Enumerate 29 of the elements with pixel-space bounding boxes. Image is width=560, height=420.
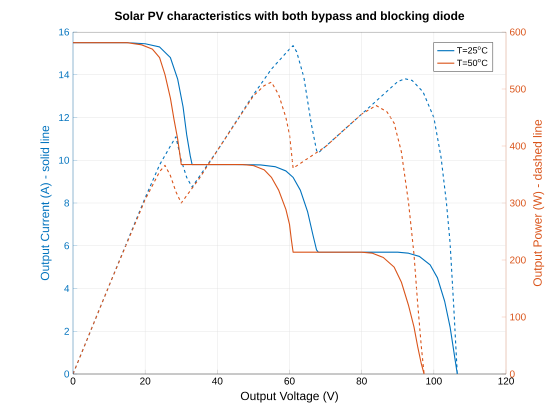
x-tick-label: 0 <box>70 378 76 385</box>
y-tick-label: 12 <box>59 114 69 121</box>
x-axis-title: Output Voltage (V) <box>240 391 338 403</box>
x-tick-label: 60 <box>284 378 295 385</box>
y-tick-label: 2 <box>64 328 69 335</box>
x-tick-label: 20 <box>140 378 150 385</box>
y-tick-label: 4 <box>64 285 70 292</box>
y2-axis-title: Output Power (W) - dashed line <box>532 120 544 286</box>
x-tick-label: 80 <box>356 378 367 385</box>
x-tick-label: 120 <box>498 378 514 385</box>
y2-tick-label: 400 <box>510 142 526 150</box>
legend-label: T=25$^{o}$C <box>457 46 488 54</box>
y2-tick-label: 100 <box>510 313 526 321</box>
x-tick-label: 100 <box>426 378 442 385</box>
y-tick-label: 6 <box>64 242 70 250</box>
y-tick-label: 10 <box>59 156 70 164</box>
y-tick-label: 14 <box>59 71 70 78</box>
y-tick-label: 0 <box>64 370 70 378</box>
legend-label: T=50$^{o}$C <box>457 58 488 66</box>
y-axis-title: Output Current (A) - solid line <box>40 126 52 280</box>
y-tick-label: 8 <box>64 199 70 207</box>
y2-tick-label: 500 <box>510 85 526 93</box>
y2-tick-label: 600 <box>510 28 526 36</box>
y2-tick-label: 200 <box>510 256 526 264</box>
y2-tick-label: 0 <box>510 370 515 378</box>
y2-tick-label: 300 <box>510 199 526 207</box>
chart-title: Solar PV characteristics with both bypass and blocking diode <box>114 11 464 22</box>
y-tick-label: 16 <box>59 28 70 36</box>
x-tick-label: 40 <box>212 378 222 385</box>
